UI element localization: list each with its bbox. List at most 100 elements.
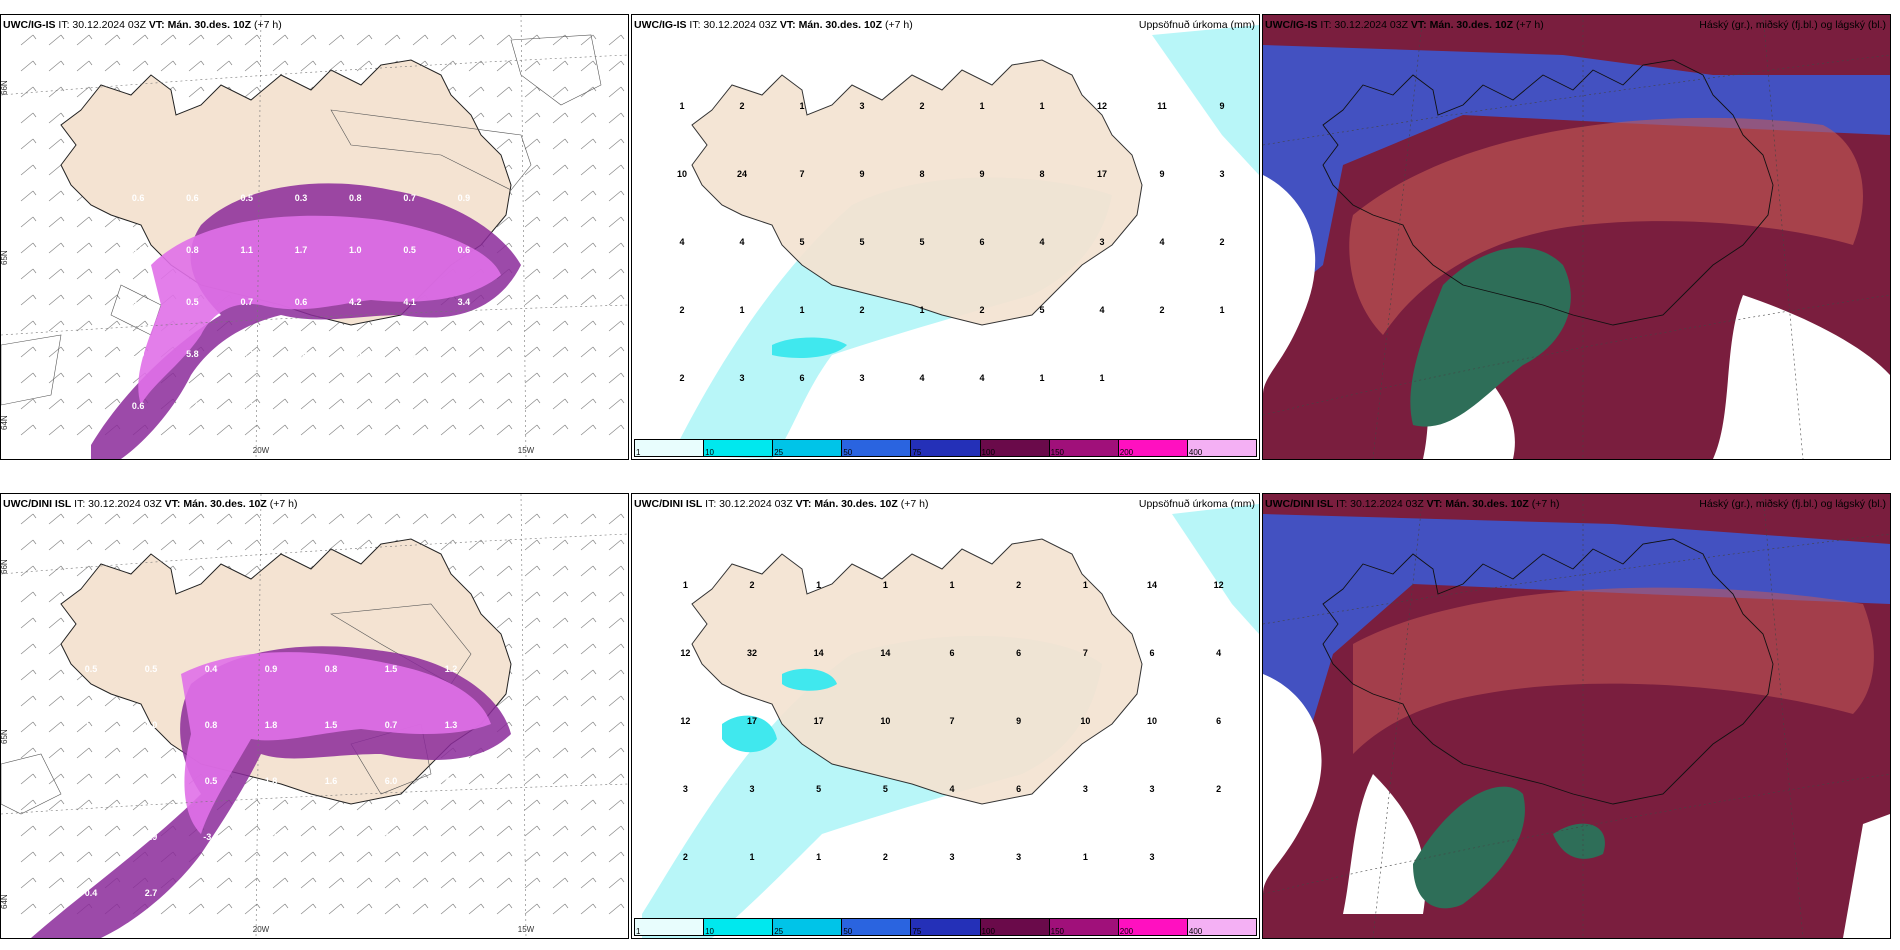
map-value-label: 1 <box>739 305 744 315</box>
panel-title: UWC/DINI ISL IT: 30.12.2024 03Z VT: Mán.… <box>3 498 298 510</box>
map-value-label: 0.4 <box>132 297 145 307</box>
colorbar-segment: 75 <box>911 919 981 936</box>
latitude-label: 65N <box>1 250 9 265</box>
map-value-label: 12 <box>680 716 690 726</box>
map-value-label: 3 <box>1016 852 1021 862</box>
map-value-label: 3.7 <box>85 832 98 842</box>
map-value-label: 0.9 <box>265 664 278 674</box>
grid-lines <box>1 494 628 938</box>
colorbar-tick-label: 25 <box>774 927 784 936</box>
map-value-label: 1.3 <box>85 720 98 730</box>
map-value-label: 4 <box>1216 648 1221 658</box>
map-value-label: 1 <box>749 852 754 862</box>
value-labels: 1 2 1 3 2 1 1 12 11 910 24 7 9 8 9 8 17 9 34 4 5 5 5 6 4 3 4 22 1 1 2 1… <box>677 101 1225 383</box>
map-value-label: 0.3 <box>240 401 253 411</box>
map-value-label: 0.9 <box>132 245 145 255</box>
map-value-label: 2 <box>1216 784 1221 794</box>
precip-band-inner <box>138 215 501 405</box>
map-value-label: 4 <box>1159 237 1164 247</box>
longitude-label: 15W <box>518 925 535 934</box>
precip-band-inner <box>181 652 491 834</box>
map-value-label: 1.0 <box>349 245 362 255</box>
grid-lines <box>1 15 628 459</box>
map-value-label: 1.8 <box>205 888 218 898</box>
map-value-label: 3 <box>1219 169 1224 179</box>
map-value-label: 12 <box>1214 580 1224 590</box>
map-value-label: 14 <box>1147 580 1157 590</box>
map-value-label: 2 <box>1219 237 1224 247</box>
map-value-label: 3 <box>949 852 954 862</box>
map-value-label: 12 <box>680 648 690 658</box>
cloud-mid-layer <box>1353 587 1874 754</box>
panel-title: UWC/IG-IS IT: 30.12.2024 03Z VT: Mán. 30… <box>1265 19 1544 31</box>
map-value-label: 4 <box>949 784 954 794</box>
colorbar-segment: 400 <box>1187 919 1256 936</box>
map-value-label: 0.8 <box>186 245 199 255</box>
map-value-label: 8 <box>1039 169 1044 179</box>
colorbar-segment: 100 <box>980 919 1050 936</box>
map-value-label: 10 <box>677 169 687 179</box>
map-value-label: 7 <box>1083 648 1088 658</box>
map-value-label: 3 <box>1149 784 1154 794</box>
map-value-label: 2 <box>679 305 684 315</box>
colorbar-tick-label: 100 <box>981 448 995 457</box>
colorbar-segment: 400 <box>1187 440 1256 457</box>
map-value-label: 17 <box>814 716 824 726</box>
map-value-label: 6 <box>949 648 954 658</box>
map-value-label: 1.3 <box>445 720 458 730</box>
map-value-label: 6 <box>1016 648 1021 658</box>
map-value-label: 0.8 <box>349 193 362 203</box>
map-panel-snow-igis: 0.6 0.6 0.5 0.3 0.8 0.7 0.9 0.9 0.8 1.1 1.7 1.0 0.5 0… <box>0 14 629 460</box>
map-value-label: 0.5 <box>240 193 253 203</box>
map-value-label: 1 <box>799 305 804 315</box>
map-value-label: 4.0 <box>445 776 458 786</box>
map-value-label: 3 <box>859 101 864 111</box>
colorbar-segment: 25 <box>773 440 843 457</box>
map-value-label: 0.4 <box>186 401 199 411</box>
iceland-outline <box>1322 538 1774 805</box>
map-value-label: 2.7 <box>385 832 398 842</box>
grid-lines <box>1263 15 1890 459</box>
map-value-label: 0.5 <box>85 664 98 674</box>
map-value-label: 6 <box>1149 648 1154 658</box>
map-value-label: 5 <box>799 237 804 247</box>
map-value-label: 4 <box>739 237 744 247</box>
map-value-label: 2.7 <box>145 888 158 898</box>
map-value-label: 11 <box>1157 101 1167 111</box>
map-value-label: 1 <box>1099 373 1104 383</box>
map-canvas <box>1263 494 1890 938</box>
map-value-label: 3 <box>1149 852 1154 862</box>
map-value-label: 3 <box>749 784 754 794</box>
longitude-label: 20W <box>253 446 270 455</box>
map-value-label: 1.8 <box>265 776 278 786</box>
map-value-label: 1.5 <box>385 664 398 674</box>
map-value-label: 9 <box>1016 716 1021 726</box>
map-canvas <box>1263 15 1890 459</box>
map-value-label: 3 <box>1099 237 1104 247</box>
map-value-label: 2 <box>1016 580 1021 590</box>
colorbar-tick-label: 75 <box>912 448 922 457</box>
map-value-label: 2.3 <box>445 832 458 842</box>
map-value-label: 1.5 <box>325 720 338 730</box>
map-value-label: 0.5 <box>205 776 218 786</box>
colorbar-segment: 200 <box>1118 919 1188 936</box>
map-value-label: 0.6 <box>132 193 145 203</box>
map-panel-precip-dini: 1 2 1 1 1 2 1 14 12 12 32 14 14 6 6 7 6 4 12 17 17 10 7 9 10 10 6 3… <box>631 493 1260 939</box>
colorbar-tick-label: 1 <box>636 448 641 457</box>
map-value-label: 4.2 <box>349 297 362 307</box>
map-value-label: 3 <box>859 373 864 383</box>
iceland-landmass <box>691 538 1143 805</box>
map-value-label: 6 <box>979 237 984 247</box>
map-value-label: 2 <box>683 852 688 862</box>
map-value-label: 4 <box>1039 237 1044 247</box>
latitude-label: 66N <box>1 559 9 574</box>
map-value-label: 7 <box>949 716 954 726</box>
map-value-label: 0.6 <box>132 401 145 411</box>
map-value-label: 5.2 <box>240 349 253 359</box>
map-value-label: 0.6 <box>186 193 199 203</box>
map-value-label: 1 <box>683 580 688 590</box>
map-value-label: 2 <box>979 305 984 315</box>
map-value-label: 4 <box>979 373 984 383</box>
colorbar-tick-label: 75 <box>912 927 922 936</box>
